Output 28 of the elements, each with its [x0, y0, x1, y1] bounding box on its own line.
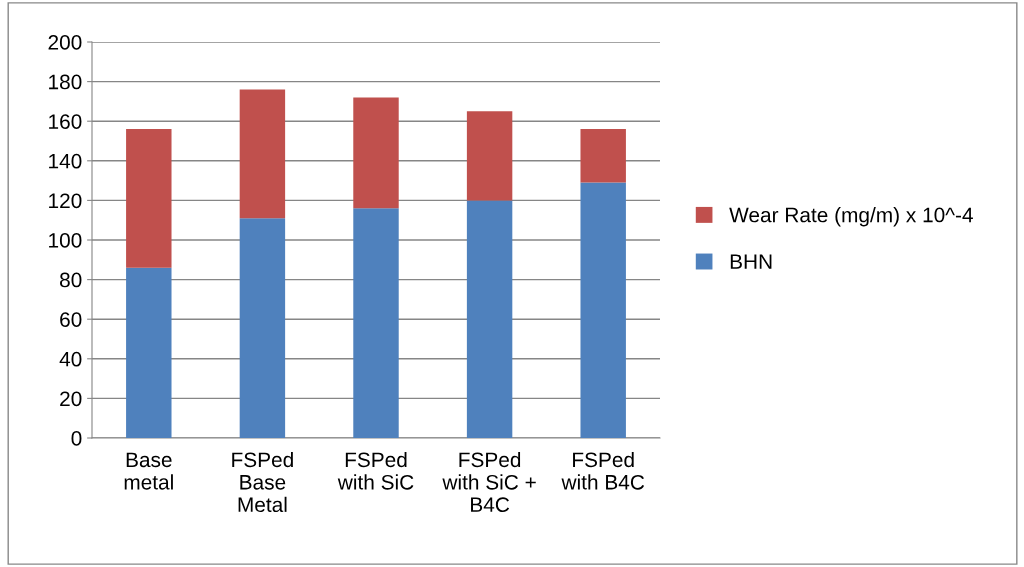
- bar: [239, 89, 286, 219]
- y-tick-label: 100: [49, 233, 82, 248]
- y-tick-label: 40: [59, 351, 82, 367]
- bar: [239, 218, 286, 438]
- y-tick-label: 140: [49, 153, 82, 169]
- x-tick-label: Base metal: [124, 452, 173, 490]
- y-tick-label: 0: [71, 431, 82, 446]
- bar: [353, 208, 399, 438]
- y-tick-label: 180: [49, 74, 82, 90]
- bar: [580, 129, 626, 183]
- y-tick-label: 120: [49, 193, 82, 209]
- legend-label: BHN: [730, 254, 772, 269]
- x-tick-label: FSPed with SiC: [337, 451, 414, 490]
- bar: [353, 97, 399, 209]
- y-tick-label: 200: [48, 35, 82, 50]
- bar: [126, 129, 172, 268]
- bar: [580, 182, 626, 438]
- bar: [126, 267, 172, 438]
- legend-label: Wear Rate (mg/m) x 10^-4: [729, 207, 973, 227]
- y-tick-label: 60: [60, 312, 82, 327]
- x-tick-label: FSPed with B4C: [561, 451, 645, 490]
- y-tick-label: 20: [60, 391, 82, 407]
- x-tick-label: FSPed with SiC + B4C: [442, 451, 536, 513]
- bar: [466, 111, 513, 201]
- x-tick-label: FSPed Base Metal: [232, 451, 293, 513]
- y-tick-label: 160: [49, 114, 82, 129]
- y-tick-label: 80: [60, 272, 82, 288]
- bar: [466, 200, 513, 438]
